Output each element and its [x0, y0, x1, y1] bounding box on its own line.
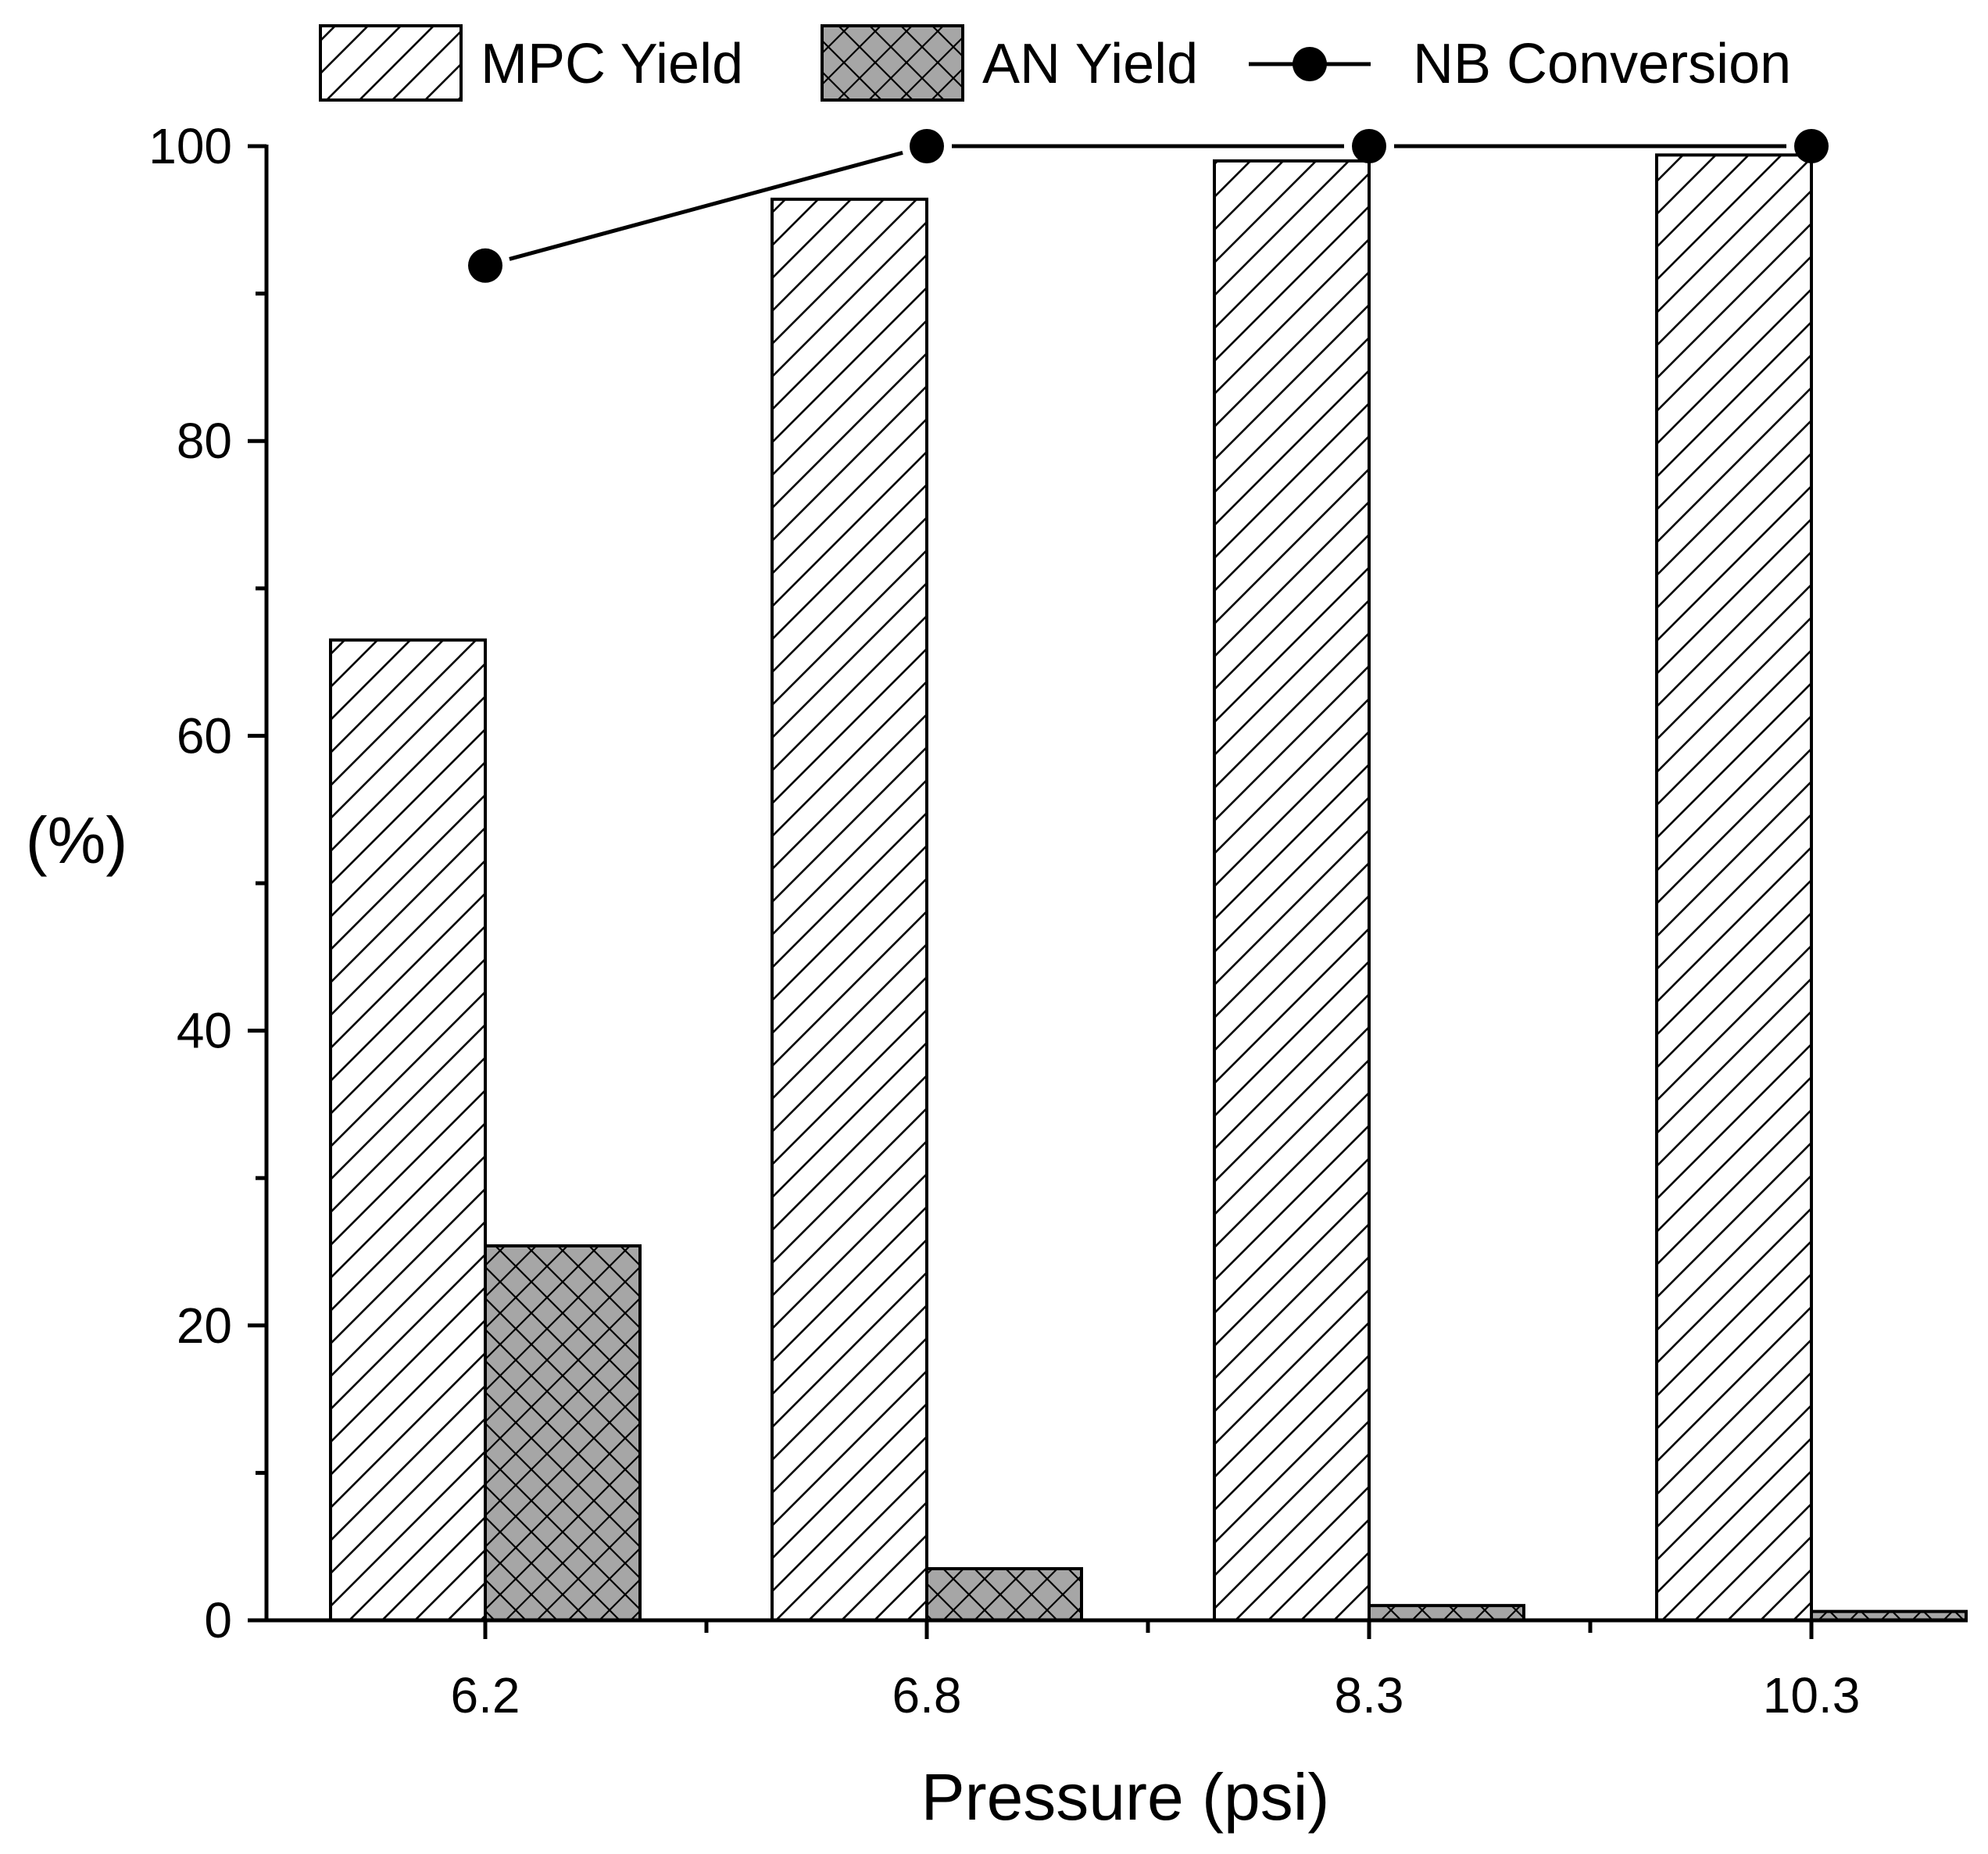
bar-an-yield-6.8 — [925, 1566, 1083, 1622]
x-axis-title: Pressure (psi) — [921, 1760, 1330, 1834]
legend-label-mpc-yield: MPC Yield — [481, 33, 743, 95]
x-tick-label-10.3: 10.3 — [1763, 1667, 1861, 1723]
y-axis-title: (%) — [26, 804, 128, 877]
bar-mpc-yield-6.8 — [771, 197, 928, 1622]
legend-swatch-mpc-yield — [319, 24, 463, 102]
legend: MPC Yield AN Yield NB Conversion — [319, 24, 1791, 102]
bar-mpc-yield-10.3 — [1655, 153, 1813, 1622]
nb-conversion-point-10.3 — [1794, 129, 1829, 163]
y-tick-label-20: 20 — [177, 1297, 232, 1354]
legend-swatch-an-yield — [821, 24, 964, 102]
legend-item-mpc-yield: MPC Yield — [319, 24, 743, 102]
legend-marker-nb-conversion — [1293, 47, 1327, 81]
legend-label-an-yield: AN Yield — [982, 33, 1198, 95]
y-tick-label-40: 40 — [177, 1003, 232, 1059]
bars-layer — [329, 153, 1968, 1623]
nb-conversion-segment — [509, 150, 903, 261]
nb-conversion-point-8.3 — [1352, 129, 1386, 163]
x-tick-label-6.2: 6.2 — [451, 1667, 520, 1723]
legend-item-nb-conversion: NB Conversion — [1249, 33, 1791, 95]
bar-mpc-yield-8.3 — [1213, 159, 1371, 1623]
y-tick-label-0: 0 — [204, 1592, 232, 1648]
nb-conversion-point-6.2 — [468, 248, 502, 283]
legend-label-nb-conversion: NB Conversion — [1413, 33, 1791, 95]
legend-item-an-yield: AN Yield — [821, 24, 1198, 102]
y-tick-label-60: 60 — [177, 707, 232, 764]
y-tick-label-100: 100 — [148, 118, 232, 174]
axes-layer: 0 20 40 60 80 100 6.2 6.8 8.3 10.3 — [148, 118, 1968, 1723]
bar-mpc-yield-6.2 — [329, 638, 487, 1622]
y-tick-label-80: 80 — [177, 413, 232, 469]
bar-an-yield-6.2 — [484, 1244, 642, 1623]
conversion-line-layer — [468, 129, 1829, 283]
x-tick-label-8.3: 8.3 — [1335, 1667, 1404, 1723]
x-tick-label-6.8: 6.8 — [892, 1667, 962, 1723]
nb-conversion-point-6.8 — [910, 129, 944, 163]
bar-an-yield-8.3 — [1368, 1604, 1525, 1622]
